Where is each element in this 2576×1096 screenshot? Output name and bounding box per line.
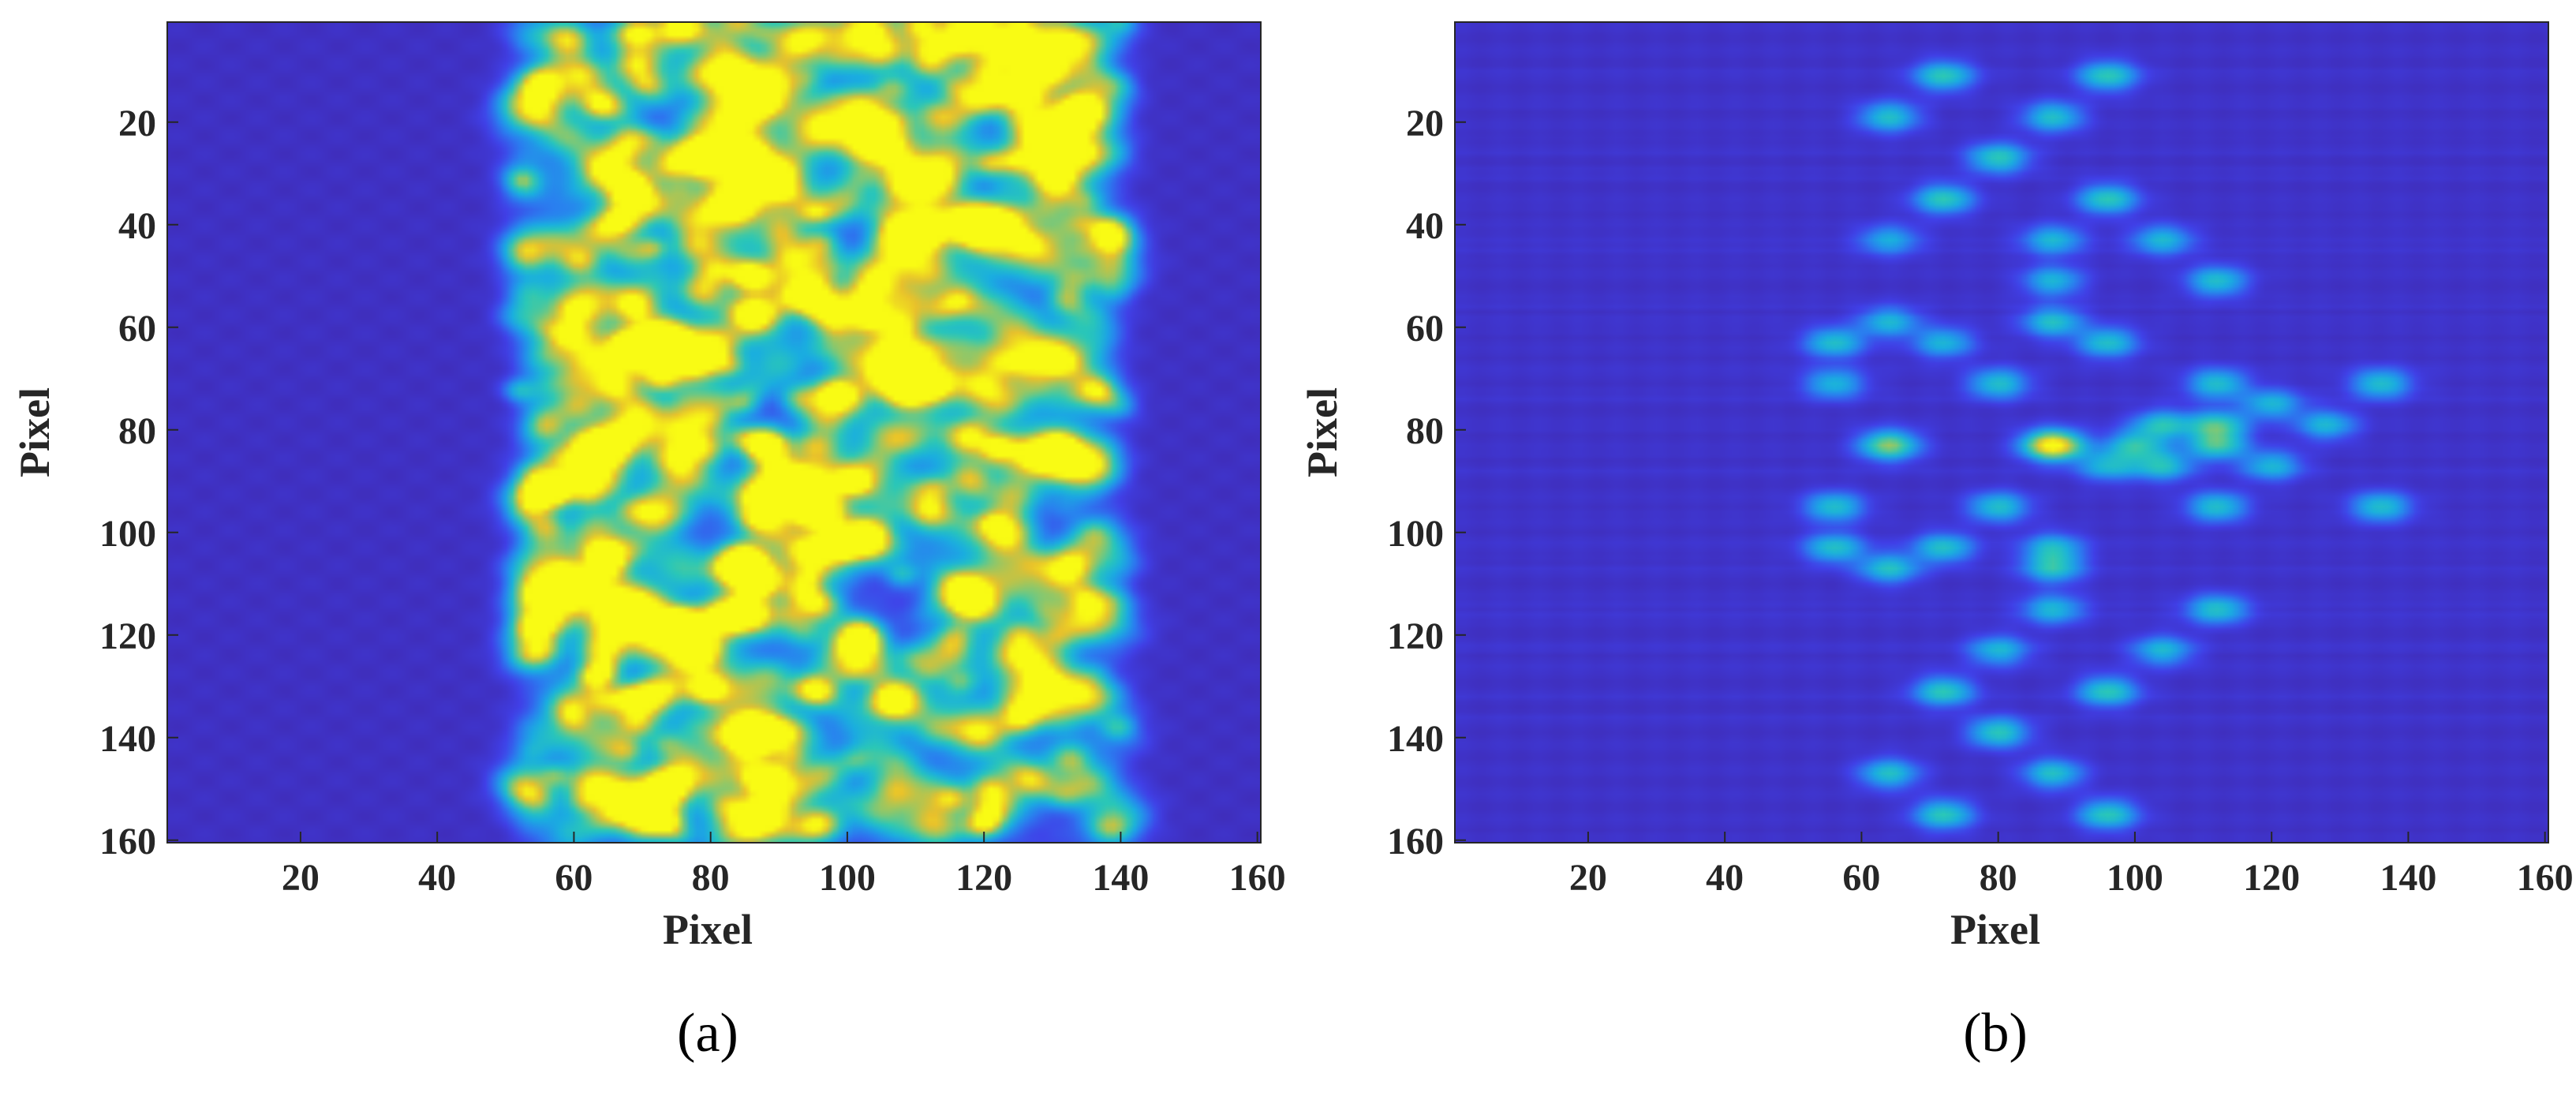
panel-a: 20 40 60 80 100 120 140 160 20 40 60 80 100 120 140 160… (11, 21, 1286, 1064)
y-tick-label: 100 (99, 513, 156, 555)
x-axis-label: Pixel (663, 906, 753, 953)
y-tick-label: 60 (1406, 308, 1444, 350)
panel-label: (a) (677, 1003, 738, 1064)
x-tick-label: 100 (819, 857, 876, 899)
y-tick-label: 20 (1406, 103, 1444, 144)
x-tick-label: 100 (2107, 857, 2163, 899)
y-tick-label: 160 (1387, 821, 1444, 862)
y-tick-label: 80 (118, 410, 156, 452)
x-tick-label: 140 (2380, 857, 2436, 899)
heatmap-b-svg: 20 40 60 80 100 120 140 160 20 40 60 80 100 120 140 160… (1299, 21, 2574, 1064)
y-tick-label: 120 (1387, 615, 1444, 657)
heatmap-a-svg: 20 40 60 80 100 120 140 160 20 40 60 80 100 120 140 160… (11, 21, 1286, 1064)
y-tick-label: 40 (1406, 205, 1444, 247)
x-tick-label: 40 (418, 857, 456, 899)
y-tick-label: 120 (99, 615, 156, 657)
x-tick-label: 20 (282, 857, 320, 899)
y-tick-label: 160 (99, 821, 156, 862)
x-tick-label: 60 (1842, 857, 1880, 899)
y-tick-label: 40 (118, 205, 156, 247)
x-tick-label: 160 (2517, 857, 2574, 899)
y-axis-label: Pixel (11, 387, 58, 477)
y-tick-label: 60 (118, 308, 156, 350)
x-tick-label: 60 (555, 857, 593, 899)
x-tick-label: 140 (1092, 857, 1149, 899)
x-tick-label: 120 (2243, 857, 2300, 899)
y-tick-label: 100 (1387, 513, 1444, 555)
panel-b: 20 40 60 80 100 120 140 160 20 40 60 80 100 120 140 160… (1288, 0, 2576, 1096)
x-tick-label: 40 (1706, 857, 1744, 899)
x-tick-label: 120 (955, 857, 1012, 899)
y-tick-label: 80 (1406, 410, 1444, 452)
x-tick-label: 160 (1229, 857, 1286, 899)
plot-frame (166, 21, 1262, 844)
heatmap-image (1455, 22, 2548, 843)
heatmap-image (167, 22, 1261, 843)
y-tick-label: 140 (1387, 718, 1444, 760)
y-tick-label: 20 (118, 103, 156, 144)
x-tick-label: 80 (1980, 857, 2017, 899)
y-axis-label: Pixel (1299, 387, 1346, 477)
panel-label: (b) (1963, 1003, 2028, 1064)
x-axis-label: Pixel (1950, 906, 2040, 953)
y-tick-label: 140 (99, 718, 156, 760)
x-tick-label: 80 (692, 857, 730, 899)
plot-frame (1454, 21, 2549, 844)
x-tick-label: 20 (1569, 857, 1607, 899)
